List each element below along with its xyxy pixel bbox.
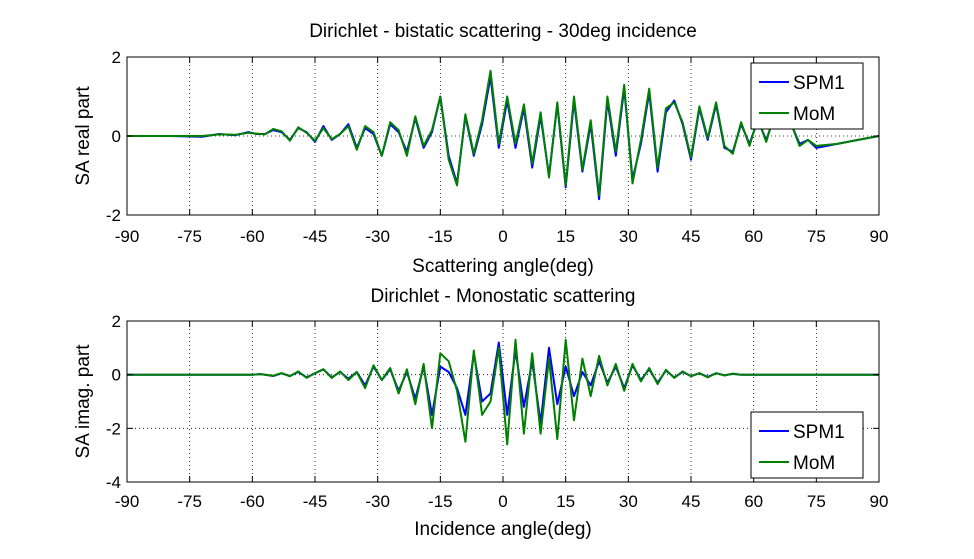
- y-tick-label: 2: [112, 312, 121, 331]
- y-tick-label: -2: [106, 419, 121, 438]
- x-tick-label: -15: [428, 492, 453, 511]
- y-tick-label: 2: [112, 48, 121, 67]
- x-tick-label: 75: [807, 492, 826, 511]
- x-tick-label: -60: [240, 492, 265, 511]
- series-line-mom: [127, 338, 879, 446]
- x-tick-label: -90: [115, 492, 140, 511]
- y-tick-label: -2: [106, 206, 121, 225]
- x-tick-label: 45: [682, 492, 701, 511]
- y-axis-label: SA imag. part: [73, 344, 94, 459]
- x-tick-label: 15: [556, 492, 575, 511]
- x-tick-label: 30: [619, 492, 638, 511]
- y-tick-label: 0: [112, 366, 121, 385]
- x-tick-label: 0: [498, 227, 507, 246]
- x-tick-label: 90: [870, 492, 889, 511]
- y-axis-label: SA real part: [73, 86, 94, 186]
- legend-label-spm1: SPM1: [793, 422, 845, 443]
- y-tick-label: -4: [106, 473, 121, 492]
- x-tick-label: -90: [115, 227, 140, 246]
- legend: SPM1 MoM: [750, 411, 864, 479]
- legend-label-mom: MoM: [793, 453, 835, 474]
- x-tick-label: 60: [744, 227, 763, 246]
- x-axis-label: Scattering angle(deg): [412, 256, 594, 277]
- x-tick-label: -45: [303, 227, 328, 246]
- series-line-mom: [127, 69, 880, 197]
- x-tick-label: -15: [428, 227, 453, 246]
- legend: SPM1 MoM: [750, 62, 864, 130]
- x-tick-label: 75: [807, 227, 826, 246]
- x-tick-label: -75: [177, 492, 202, 511]
- x-tick-label: 0: [498, 492, 507, 511]
- y-tick-label: 0: [112, 127, 121, 146]
- legend-box: [750, 411, 864, 479]
- x-tick-label: 90: [870, 227, 889, 246]
- x-tick-label: -30: [365, 227, 390, 246]
- legend-box: [750, 62, 864, 130]
- x-tick-label: 30: [619, 227, 638, 246]
- x-tick-label: -75: [177, 227, 202, 246]
- chart-title: Dirichlet - bistatic scattering - 30deg …: [309, 21, 697, 42]
- x-tick-label: 15: [556, 227, 575, 246]
- chart-title: Dirichlet - Monostatic scattering: [370, 286, 635, 307]
- x-tick-label: 45: [682, 227, 701, 246]
- x-tick-label: -45: [303, 492, 328, 511]
- x-axis-label: Incidence angle(deg): [414, 519, 591, 540]
- x-tick-label: -30: [365, 492, 390, 511]
- x-tick-label: -60: [240, 227, 265, 246]
- legend-label-mom: MoM: [793, 104, 835, 125]
- legend-label-spm1: SPM1: [793, 73, 845, 94]
- panel-monostatic: -90 -75 -60 -45 -30 -15 0 15 30 45 60 75 90 -4 -2 0 2 Dir…: [73, 286, 888, 540]
- panel-bistatic: -90 -75 -60 -45 -30 -15 0 15 30 45 60 75 90 -2 0 2 Diric…: [73, 21, 888, 277]
- x-tick-label: 60: [744, 492, 763, 511]
